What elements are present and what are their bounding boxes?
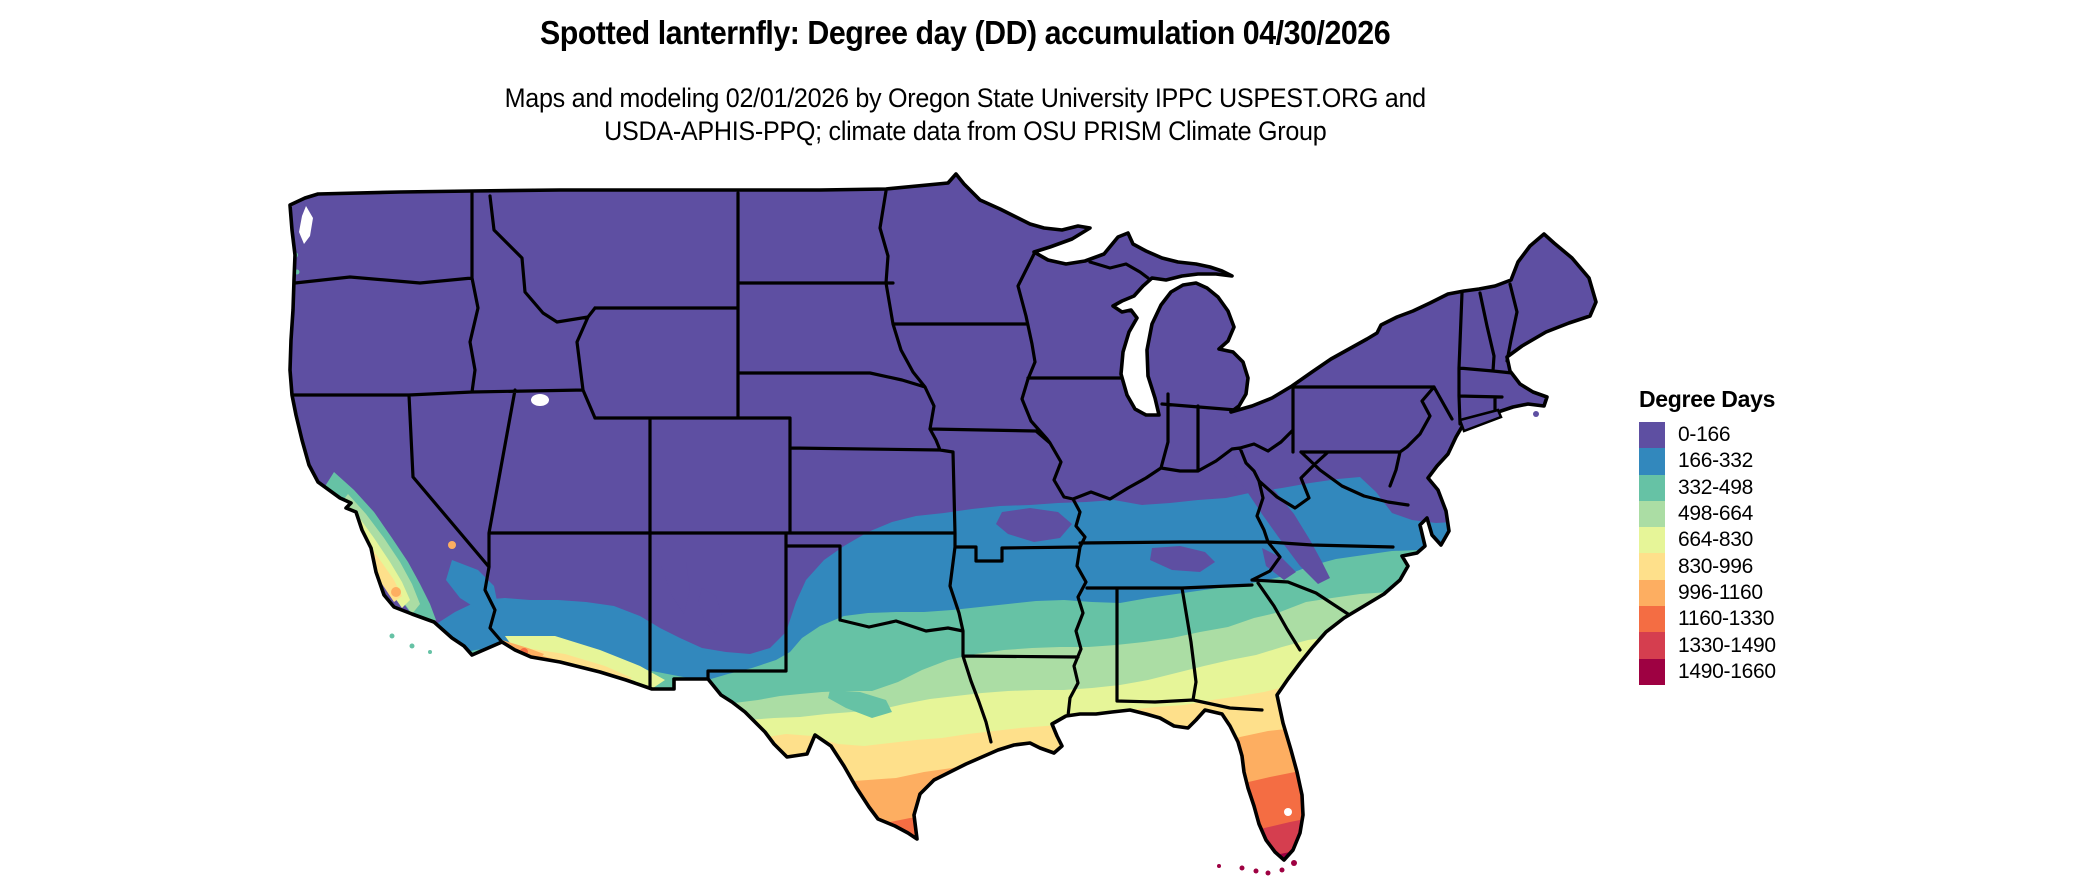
keys-speck	[1279, 867, 1285, 873]
legend-row: 498-664	[1639, 500, 1776, 528]
keys-speck	[1291, 860, 1297, 866]
island-speck	[389, 633, 395, 639]
legend: Degree Days 0-166 166-332 332-498 498-66…	[1639, 386, 1776, 685]
legend-swatch	[1639, 422, 1665, 449]
legend-title: Degree Days	[1639, 386, 1776, 412]
page-title-text: Spotted lanternfly: Degree day (DD) accu…	[539, 14, 1391, 51]
island-speck	[428, 650, 432, 654]
keys-speck	[1217, 864, 1221, 868]
legend-row: 0-166	[1639, 422, 1776, 449]
keys-speck	[1253, 868, 1259, 874]
legend-label: 996-1160	[1678, 580, 1763, 604]
death-valley-orange-spot	[448, 541, 456, 549]
subtitle-line2: USDA-APHIS-PPQ; climate data from OSU PR…	[603, 116, 1327, 146]
legend-label: 0-166	[1678, 423, 1731, 447]
state-borders	[290, 189, 1519, 744]
legend-row: 332-498	[1639, 474, 1776, 501]
legend-row: 996-1160	[1639, 579, 1776, 607]
legend-label: 498-664	[1678, 502, 1753, 526]
legend-row: 1330-1490	[1639, 632, 1776, 659]
legend-swatch	[1639, 658, 1665, 685]
keys-speck	[1239, 865, 1245, 871]
legend-swatch	[1639, 474, 1665, 501]
long-island	[1458, 408, 1503, 433]
legend-swatch	[1639, 553, 1665, 580]
legend-swatch	[1639, 448, 1665, 475]
legend-swatch	[1639, 500, 1665, 528]
conus-outline	[288, 172, 1598, 862]
legend-label: 1160-1330	[1678, 607, 1775, 631]
legend-swatch	[1639, 579, 1665, 607]
nantucket-island	[1533, 411, 1539, 417]
great-salt-lake-water	[531, 394, 549, 406]
legend-swatch	[1639, 606, 1665, 633]
legend-row: 830-996	[1639, 553, 1776, 580]
legend-label: 830-996	[1678, 554, 1753, 578]
central-valley-teal-patch	[324, 472, 892, 718]
florida-keys	[1217, 860, 1297, 876]
legend-swatch	[1639, 527, 1665, 554]
map-subtitle: Maps and modeling 02/01/2026 by Oregon S…	[0, 82, 1930, 148]
band-1490-1660	[1240, 843, 1596, 860]
legend-row: 1160-1330	[1639, 606, 1776, 633]
page-title: Spotted lanternfly: Degree day (DD) accu…	[0, 14, 1930, 52]
legend-label: 332-498	[1678, 475, 1753, 499]
legend-row: 1490-1660	[1639, 658, 1776, 685]
lake-okeechobee-water	[1284, 808, 1292, 816]
legend-swatch	[1639, 632, 1665, 659]
keys-speck	[1265, 870, 1271, 876]
legend-label: 166-332	[1678, 449, 1753, 473]
san-joaquin-orange-spot	[391, 587, 401, 597]
mojave-blue-patch	[446, 560, 498, 612]
legend-row: 664-830	[1639, 527, 1776, 554]
channel-islands	[389, 633, 432, 654]
legend-row: 166-332	[1639, 448, 1776, 475]
legend-label: 664-830	[1678, 528, 1753, 552]
desert-yellow-patch	[366, 540, 790, 776]
degree-day-raster	[290, 174, 1596, 860]
subtitle-line1: Maps and modeling 02/01/2026 by Oregon S…	[504, 83, 1426, 113]
puget-sound-water	[299, 206, 313, 244]
legend-label: 1490-1660	[1678, 659, 1776, 683]
island-speck	[409, 643, 415, 649]
legend-label: 1330-1490	[1678, 633, 1776, 657]
